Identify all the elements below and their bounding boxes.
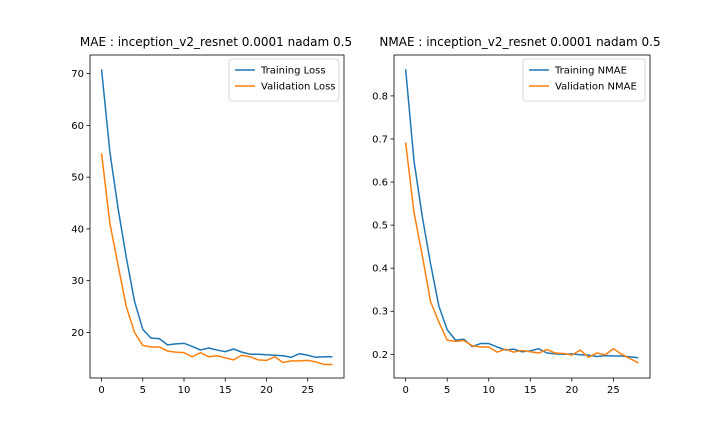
- mae-x-tick-label: 10: [178, 385, 191, 396]
- nmae-axes-frame: [393, 54, 651, 379]
- mae-legend-box: [228, 58, 340, 102]
- mae-y-tick-label: 30: [71, 276, 84, 287]
- mae-series-line-1: [100, 153, 333, 366]
- mae-x-tick-label: 15: [219, 385, 232, 396]
- mae-y-tick-label: 60: [71, 121, 84, 132]
- nmae-y-tick-label: 0.2: [372, 350, 388, 361]
- nmae-x-tick-label: 0: [402, 385, 408, 396]
- mae-series-line-0: [100, 69, 333, 359]
- mae-x-tick-label: 0: [98, 385, 104, 396]
- nmae-x-tick-label: 5: [444, 385, 450, 396]
- mae-y-tick-label: 50: [71, 173, 84, 184]
- nmae-y-tick-label: 0.3: [372, 307, 388, 318]
- mae-legend-label-0: Training Loss: [260, 66, 326, 77]
- mae-chart-title: MAE : inception_v2_resnet 0.0001 nadam 0…: [80, 35, 352, 49]
- nmae-x-tick-label: 25: [607, 385, 620, 396]
- mae-legend-label-1: Validation Loss: [261, 82, 336, 93]
- nmae-legend-box: [522, 58, 646, 102]
- nmae-chart: NMAE : inception_v2_resnet 0.0001 nadam …: [372, 35, 661, 396]
- mae-y-tick-label: 40: [71, 224, 84, 235]
- mae-x-tick-label: 20: [260, 385, 273, 396]
- mae-axes-frame: [89, 54, 345, 379]
- nmae-x-tick-label: 20: [566, 385, 579, 396]
- nmae-y-tick-label: 0.8: [372, 91, 388, 102]
- nmae-series-line-0: [404, 69, 639, 359]
- nmae-y-tick-label: 0.7: [372, 134, 388, 145]
- nmae-legend-label-0: Training NMAE: [554, 66, 627, 77]
- nmae-y-tick-label: 0.4: [372, 264, 388, 275]
- nmae-x-tick-label: 10: [482, 385, 495, 396]
- nmae-legend-label-1: Validation NMAE: [555, 82, 637, 93]
- nmae-plot-area: 0 5 10 15 20 25 0.2 0.3 0.4 0.5 0.6 0.7 0.8 Training …: [372, 54, 651, 396]
- nmae-series-line-1: [404, 142, 639, 364]
- mae-x-tick-label: 25: [301, 385, 314, 396]
- nmae-y-tick-label: 0.5: [372, 221, 388, 232]
- mae-y-tick-label: 70: [71, 69, 84, 80]
- nmae-chart-title: NMAE : inception_v2_resnet 0.0001 nadam …: [379, 35, 660, 49]
- mae-plot-area: 0 5 10 15 20 25 20 30 40 50 60 70 Training Loss Valid…: [71, 54, 345, 396]
- mae-chart: MAE : inception_v2_resnet 0.0001 nadam 0…: [71, 35, 352, 396]
- nmae-y-tick-label: 0.6: [372, 178, 388, 189]
- mae-y-tick-label: 20: [71, 328, 84, 339]
- mae-x-tick-label: 5: [140, 385, 146, 396]
- nmae-x-tick-label: 15: [524, 385, 537, 396]
